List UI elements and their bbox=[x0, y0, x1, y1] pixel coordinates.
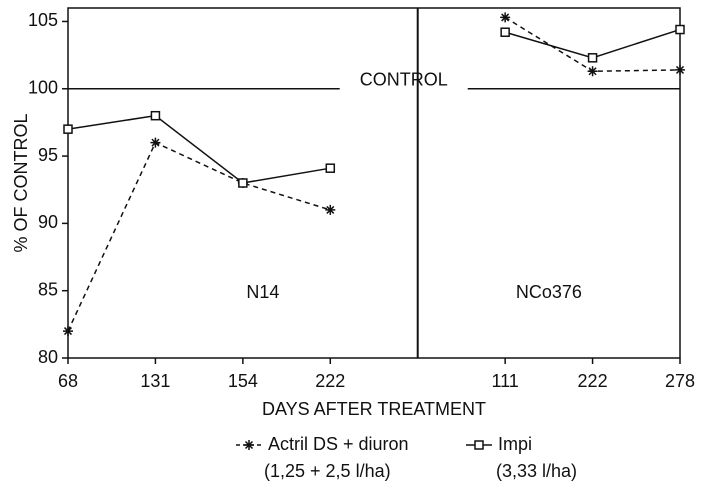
x-tick-label: 222 bbox=[315, 371, 345, 391]
x-tick-label: 154 bbox=[228, 371, 258, 391]
x-tick-label: 131 bbox=[140, 371, 170, 391]
x-axis-label: DAYS AFTER TREATMENT bbox=[262, 399, 486, 419]
y-tick-label: 95 bbox=[38, 145, 58, 165]
panel-label: N14 bbox=[246, 282, 279, 302]
control-label: CONTROL bbox=[360, 70, 448, 90]
marker bbox=[325, 204, 336, 215]
plot-frame bbox=[67, 7, 681, 359]
y-tick-label: 85 bbox=[38, 279, 58, 299]
marker bbox=[500, 12, 511, 23]
marker bbox=[244, 440, 254, 450]
marker bbox=[474, 440, 484, 450]
legend-dose: (1,25 + 2,5 l/ha) bbox=[264, 461, 391, 481]
panel-label: NCo376 bbox=[516, 282, 582, 302]
series-line bbox=[67, 28, 681, 184]
marker bbox=[238, 178, 248, 188]
marker bbox=[63, 124, 73, 134]
x-tick-label: 278 bbox=[665, 371, 695, 391]
marker bbox=[150, 110, 161, 121]
legend-dose: (3,33 l/ha) bbox=[496, 461, 577, 481]
y-tick-label: 90 bbox=[38, 212, 58, 232]
marker bbox=[587, 66, 598, 77]
legend-label: Impi bbox=[498, 434, 532, 454]
marker bbox=[675, 24, 685, 35]
legend-label: Actril DS + diuron bbox=[268, 434, 409, 454]
marker bbox=[63, 326, 73, 337]
series-line bbox=[67, 16, 681, 332]
x-tick-label: 222 bbox=[578, 371, 608, 391]
marker bbox=[587, 53, 598, 63]
marker bbox=[150, 137, 161, 148]
marker bbox=[675, 64, 685, 75]
marker bbox=[500, 27, 510, 37]
y-tick-label: 80 bbox=[38, 347, 58, 367]
y-tick-label: 105 bbox=[28, 10, 58, 30]
x-tick-label: 68 bbox=[58, 371, 78, 391]
y-tick-label: 100 bbox=[28, 78, 58, 98]
y-axis-label: % OF CONTROL bbox=[11, 113, 31, 252]
x-tick-label: 111 bbox=[491, 371, 518, 391]
marker bbox=[325, 163, 336, 173]
